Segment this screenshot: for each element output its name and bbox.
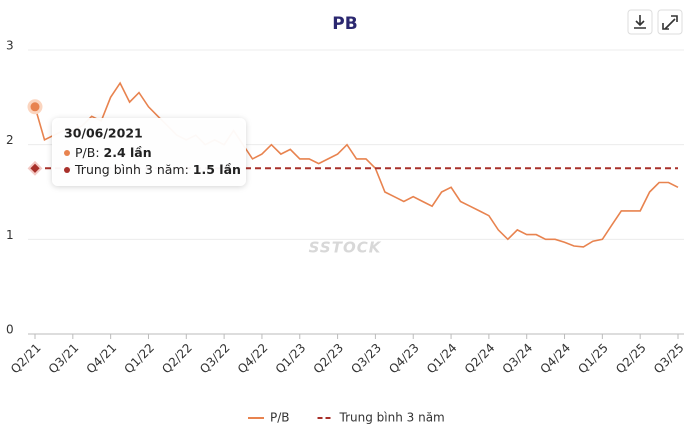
x-tick-label: Q3/23	[348, 341, 384, 377]
tooltip-row: P/B: 2.4 lần	[75, 145, 152, 160]
legend-label: Trung bình 3 năm	[339, 411, 445, 425]
tooltip-value: 2.4 lần	[104, 145, 152, 160]
watermark: SSTOCK	[309, 239, 382, 257]
expand-button[interactable]	[657, 9, 683, 35]
legend-label: P/B	[270, 411, 290, 425]
y-tick-label: 2	[6, 133, 14, 147]
tooltip-dot	[64, 150, 70, 156]
tooltip-label: P/B:	[75, 145, 104, 160]
x-tick-label: Q3/21	[46, 341, 82, 377]
x-tick-label: Q4/21	[84, 341, 120, 377]
y-tick-label: 0	[6, 323, 14, 337]
x-tick-label: Q4/23	[386, 341, 422, 377]
y-tick-label: 1	[6, 228, 14, 242]
pb-line	[34, 81, 679, 248]
x-tick-label: Q4/22	[235, 341, 271, 377]
x-tick-label: Q3/25	[651, 341, 687, 377]
hover-point	[27, 160, 43, 176]
x-tick-label: Q1/23	[273, 341, 309, 377]
x-tick-label: Q1/22	[121, 341, 157, 377]
tooltip-dot	[64, 167, 70, 173]
tooltip-value: 1.5 lần	[193, 162, 241, 177]
tooltip-label: Trung bình 3 năm:	[74, 162, 193, 177]
y-tick-label: 3	[6, 39, 14, 53]
x-tick-label: Q2/23	[311, 341, 347, 377]
tooltip-box	[52, 118, 246, 186]
x-tick-label: Q1/25	[575, 341, 611, 377]
x-tick-label: Q1/24	[424, 341, 460, 377]
x-tick-label: Q2/22	[159, 341, 195, 377]
x-tick-label: Q2/25	[613, 341, 649, 377]
x-tick-label: Q2/24	[462, 341, 498, 377]
tooltip-date: 30/06/2021	[64, 126, 143, 141]
x-tick-label: Q3/24	[500, 341, 536, 377]
x-tick-label: Q3/22	[197, 341, 233, 377]
x-tick-label: Q2/21	[8, 341, 44, 377]
download-button[interactable]	[627, 9, 653, 35]
tooltip-row: Trung bình 3 năm: 1.5 lần	[74, 162, 241, 177]
x-tick-label: Q4/24	[537, 341, 573, 377]
hover-point	[27, 99, 43, 115]
tooltip: 30/06/2021 P/B: 2.4 lần Trung bình 3 năm…	[52, 118, 246, 186]
chart-title: PB	[332, 14, 357, 34]
